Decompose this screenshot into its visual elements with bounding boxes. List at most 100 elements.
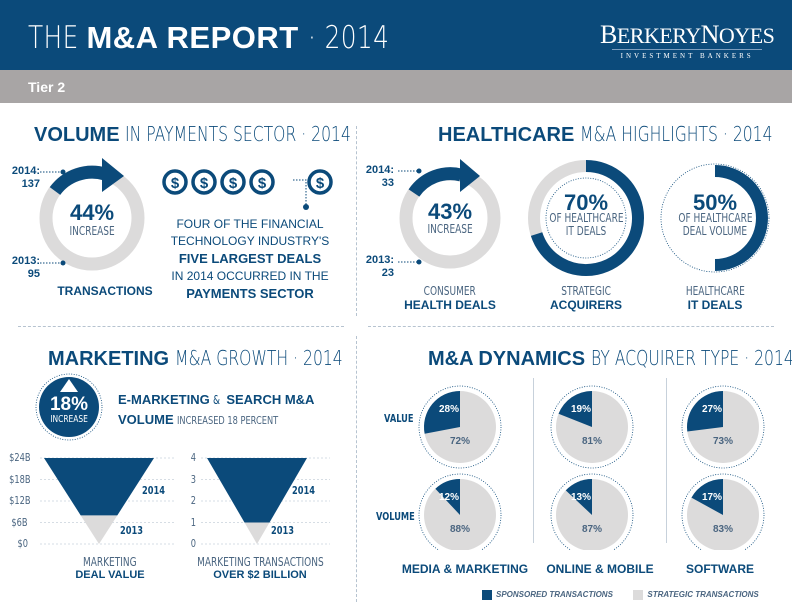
healthcare-2014-label: 2014: 33 [365, 164, 394, 189]
payments-section-title: VOLUME IN PAYMENTS SECTOR · 2014 [34, 122, 352, 146]
transactions-caption-1: MARKETING TRANSACTIONS [196, 555, 324, 569]
berkery-noyes-logo: BERKERYNOYES INVESTMENT BANKERS [600, 22, 775, 61]
up-triangle-icon [60, 379, 78, 392]
pie-strategic-label: 87% [582, 524, 602, 535]
svg-text:$: $ [258, 175, 267, 192]
strategic-caption-1: STRATEGIC [561, 284, 611, 298]
tier-label: Tier 2 [28, 79, 66, 95]
strategic-inner-dotted [545, 177, 627, 259]
pie-strategic-label: 83% [713, 524, 733, 535]
legend-strategic-label: STRATEGIC TRANSACTIONS [647, 590, 759, 600]
row-label-volume: VOLUME [376, 510, 415, 523]
itdeals-pct: 50% [692, 190, 738, 215]
itdeals-desc: OF HEALTHCARE DEAL VOLUME [677, 211, 753, 238]
healthcare-graphics [398, 159, 770, 276]
dollar-icons: $ $ $ $ $ [162, 169, 333, 210]
dollar-coin-icon: $ [191, 169, 217, 195]
dollar-coin-icon: $ [249, 169, 275, 195]
logo-text: ERKERY [616, 23, 701, 48]
badge-label: INCREASE [50, 414, 88, 425]
logo-subtitle: INVESTMENT BANKERS [620, 52, 754, 60]
payments-arrow-ring [39, 158, 145, 271]
vertical-divider [356, 336, 357, 602]
y-tick-label: $12B [9, 494, 31, 507]
marketing-badge [35, 373, 103, 441]
pie-dotted-ring [550, 385, 634, 469]
column-media-marketing: MEDIA & MARKETING [401, 562, 529, 576]
logo-rule [612, 49, 763, 50]
consumer-caption-1: CONSUMER [423, 284, 477, 298]
y-tick-label: 3 [190, 472, 196, 486]
horizontal-divider [18, 326, 344, 327]
pie-sponsored-label: 17% [702, 492, 722, 503]
acquirer-pie-charts: 28% 72% 12% 88% 19% 81% 13% 87% 27% 73% 17% 83% [418, 385, 765, 550]
pie-strategic-label: 88% [450, 524, 470, 535]
badge-circle [39, 377, 99, 437]
consumer-pct-label: INCREASE [427, 222, 473, 236]
title-main: M&A REPORT [86, 20, 299, 55]
y-tick-label: $24B [9, 451, 31, 464]
consumer-caption-2: HEALTH DEALS [404, 298, 496, 312]
pie-sponsored-slice [435, 479, 460, 515]
y-tick-label: 0 [190, 537, 196, 550]
dynamics-section-title: M&A DYNAMICS BY ACQUIRER TYPE · 2014 [428, 346, 792, 370]
svg-text:$: $ [200, 175, 209, 192]
deal-value-caption-1: MARKETING [83, 555, 137, 569]
ring-progress-arc [49, 165, 107, 196]
arrow-head-icon [460, 159, 480, 192]
report-title: THE M&A REPORT · 2014 [28, 20, 409, 56]
pie-sponsored-slice [424, 391, 460, 434]
deal-value-caption-2: DEAL VALUE [75, 569, 145, 581]
y-tick-label: $0 [17, 537, 29, 550]
pie-sponsored-label: 19% [571, 404, 591, 415]
leader-dot [60, 260, 66, 266]
healthcare-section-title: HEALTHCARE M&A HIGHLIGHTS · 2014 [438, 122, 773, 146]
horizontal-divider [368, 326, 774, 327]
pie-sponsored-label: 28% [439, 404, 459, 415]
pie-sponsored-slice [687, 391, 723, 432]
pie-dotted-ring [681, 473, 765, 550]
payments-caption: TRANSACTIONS [57, 284, 153, 298]
column-divider [533, 378, 534, 543]
transactions-2014-bar [207, 458, 307, 523]
deal-value-2013-bar [80, 515, 118, 544]
itdeals-outer-dotted [660, 163, 770, 273]
title-prefix: THE [28, 20, 79, 56]
pie-strategic-label: 72% [450, 436, 470, 447]
svg-text:$: $ [171, 175, 180, 192]
pie-sponsored-slice [691, 479, 723, 515]
legend-sponsored-swatch [482, 589, 492, 600]
leader-line [293, 179, 307, 206]
dollar-coin-icon: $ [162, 169, 188, 195]
y-tick-label: 2 [190, 494, 196, 507]
logo-letter: B [600, 20, 617, 49]
transactions-2013-bar [244, 522, 270, 544]
badge-dotted-ring [35, 373, 103, 441]
itdeals-ring-arc [714, 165, 768, 271]
strategic-desc: OF HEALTHCARE IT DEALS [548, 211, 624, 238]
marketing-description: E-MARKETING & SEARCH M&A VOLUME INCREASE… [118, 392, 315, 427]
strategic-caption-2: ACQUIRERS [549, 298, 622, 312]
column-online-mobile: ONLINE & MOBILE [546, 562, 654, 576]
strategic-pct: 70% [563, 190, 609, 215]
transactions-2013-label: 2013 [271, 524, 294, 537]
marketing-section-title: MARKETING M&A GROWTH · 2014 [48, 346, 343, 370]
itdeals-caption-2: IT DEALS [687, 298, 743, 312]
pie-dotted-ring [681, 385, 765, 469]
transactions-caption-2: OVER $2 BILLION [213, 569, 307, 581]
y-tick-label: $18B [9, 472, 31, 486]
leader-dot [303, 204, 309, 210]
svg-text:$: $ [316, 175, 325, 192]
tier-bar: Tier 2 [0, 70, 792, 103]
vertical-divider [356, 126, 357, 316]
payments-2013-label: 2013: 95 [11, 255, 40, 280]
pie-sponsored-slice [558, 391, 592, 427]
leader-dot [416, 259, 422, 265]
legend-sponsored-label: SPONSORED TRANSACTIONS [496, 590, 613, 600]
column-software: SOFTWARE [686, 562, 754, 576]
payments-increase-label: INCREASE [69, 224, 115, 238]
y-tick-label: 4 [190, 451, 196, 464]
pie-dotted-ring [418, 385, 502, 469]
itdeals-caption-1: HEALTHCARE [685, 284, 745, 298]
arrow-head-icon [102, 158, 124, 192]
